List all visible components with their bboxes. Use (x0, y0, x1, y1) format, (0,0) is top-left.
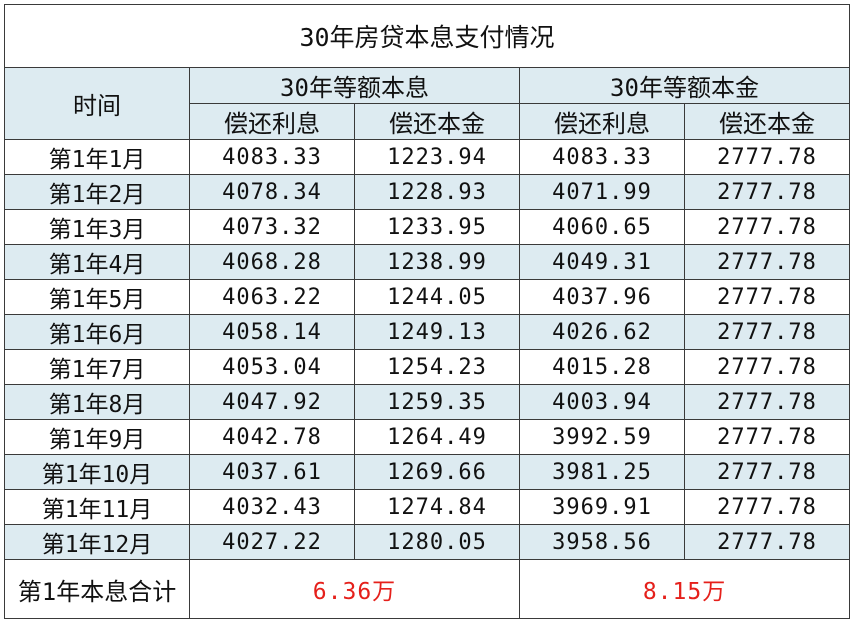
table-title: 30年房贷本息支付情况 (3, 4, 851, 68)
row-label: 第1年2月 (4, 174, 190, 210)
cell-interest-a: 4063.22 (189, 279, 355, 315)
cell-principal-b: 2777.78 (683, 209, 851, 245)
header-group-row: 时间 30年等额本息 30年等额本金 (4, 67, 851, 140)
header-interest-a: 偿还利息 (189, 103, 355, 140)
row-label: 第1年1月 (4, 139, 190, 175)
cell-interest-b: 3958.56 (519, 524, 685, 560)
total-equal-installment: 6.36万 (189, 559, 520, 619)
row-label: 第1年9月 (4, 419, 190, 455)
table-row: 第1年10月 4037.61 1269.66 3981.25 2777.78 (4, 454, 851, 490)
cell-principal-b: 2777.78 (683, 384, 851, 420)
row-label: 第1年5月 (4, 279, 190, 315)
cell-principal-a: 1254.23 (354, 349, 520, 385)
row-label: 第1年12月 (4, 524, 190, 560)
cell-principal-b: 2777.78 (683, 314, 851, 350)
cell-interest-a: 4078.34 (189, 174, 355, 210)
row-label: 第1年7月 (4, 349, 190, 385)
cell-interest-a: 4053.04 (189, 349, 355, 385)
table-row: 第1年4月 4068.28 1238.99 4049.31 2777.78 (4, 244, 851, 280)
header-principal-a: 偿还本金 (354, 103, 520, 140)
cell-interest-a: 4032.43 (189, 489, 355, 525)
header-group-equal-installment: 30年等额本息 (189, 67, 520, 104)
cell-principal-a: 1274.84 (354, 489, 520, 525)
table-row: 第1年11月 4032.43 1274.84 3969.91 2777.78 (4, 489, 851, 525)
table-row: 第1年8月 4047.92 1259.35 4003.94 2777.78 (4, 384, 851, 420)
header-group-equal-principal: 30年等额本金 (518, 67, 851, 104)
cell-interest-b: 4003.94 (519, 384, 685, 420)
table-row: 第1年9月 4042.78 1264.49 3992.59 2777.78 (4, 419, 851, 455)
table-row: 第1年6月 4058.14 1249.13 4026.62 2777.78 (4, 314, 851, 350)
cell-interest-a: 4058.14 (189, 314, 355, 350)
row-label: 第1年4月 (4, 244, 190, 280)
cell-interest-a: 4083.33 (189, 139, 355, 175)
cell-principal-b: 2777.78 (683, 174, 851, 210)
table-row: 第1年1月 4083.33 1223.94 4083.33 2777.78 (4, 139, 851, 175)
header-time: 时间 (4, 67, 190, 140)
cell-principal-a: 1264.49 (354, 419, 520, 455)
cell-interest-b: 4049.31 (519, 244, 685, 280)
cell-principal-b: 2777.78 (683, 524, 851, 560)
table-row: 第1年7月 4053.04 1254.23 4015.28 2777.78 (4, 349, 851, 385)
row-label: 第1年3月 (4, 209, 190, 245)
total-label: 第1年本息合计 (4, 559, 190, 619)
table-row: 第1年12月 4027.22 1280.05 3958.56 2777.78 (4, 524, 851, 560)
header-sub-row: 偿还利息 偿还本金 偿还利息 偿还本金 (5, 103, 851, 140)
cell-principal-a: 1228.93 (354, 174, 520, 210)
cell-principal-a: 1223.94 (354, 139, 520, 175)
header-interest-b: 偿还利息 (519, 103, 685, 140)
cell-interest-b: 3992.59 (519, 419, 685, 455)
row-label: 第1年8月 (4, 384, 190, 420)
cell-principal-a: 1249.13 (354, 314, 520, 350)
table-body: 30年房贷本息支付情况 时间 30年等额本息 30年等额本金 偿还利息 偿还本金… (3, 4, 851, 619)
table-row: 第1年5月 4063.22 1244.05 4037.96 2777.78 (4, 279, 851, 315)
row-label: 第1年6月 (4, 314, 190, 350)
loan-payment-table: 30年房贷本息支付情况 时间 30年等额本息 30年等额本金 偿还利息 偿还本金… (3, 4, 851, 619)
cell-principal-b: 2777.78 (683, 349, 851, 385)
header-principal-b: 偿还本金 (683, 103, 851, 140)
cell-principal-b: 2777.78 (683, 419, 851, 455)
cell-interest-b: 4083.33 (519, 139, 685, 175)
cell-interest-b: 3969.91 (519, 489, 685, 525)
cell-principal-b: 2777.78 (683, 279, 851, 315)
cell-interest-b: 4060.65 (519, 209, 685, 245)
table-row: 第1年2月 4078.34 1228.93 4071.99 2777.78 (4, 174, 851, 210)
cell-interest-b: 3981.25 (519, 454, 685, 490)
cell-interest-b: 4071.99 (519, 174, 685, 210)
title-row: 30年房贷本息支付情况 (3, 4, 851, 68)
cell-principal-a: 1233.95 (354, 209, 520, 245)
cell-interest-a: 4073.32 (189, 209, 355, 245)
cell-interest-a: 4027.22 (189, 524, 355, 560)
cell-principal-b: 2777.78 (683, 244, 851, 280)
cell-principal-b: 2777.78 (683, 139, 851, 175)
cell-principal-b: 2777.78 (683, 454, 851, 490)
cell-interest-a: 4037.61 (189, 454, 355, 490)
row-label: 第1年11月 (4, 489, 190, 525)
total-equal-principal: 8.15万 (518, 559, 851, 619)
cell-interest-a: 4068.28 (189, 244, 355, 280)
cell-principal-a: 1244.05 (354, 279, 520, 315)
total-row: 第1年本息合计 6.36万 8.15万 (4, 559, 851, 619)
cell-interest-b: 4026.62 (519, 314, 685, 350)
loan-table-sheet: 30年房贷本息支付情况 时间 30年等额本息 30年等额本金 偿还利息 偿还本金… (3, 4, 851, 619)
cell-interest-b: 4015.28 (519, 349, 685, 385)
cell-principal-a: 1238.99 (354, 244, 520, 280)
cell-interest-a: 4042.78 (189, 419, 355, 455)
table-row: 第1年3月 4073.32 1233.95 4060.65 2777.78 (4, 209, 851, 245)
cell-principal-a: 1280.05 (354, 524, 520, 560)
cell-interest-a: 4047.92 (189, 384, 355, 420)
cell-interest-b: 4037.96 (519, 279, 685, 315)
row-label: 第1年10月 (4, 454, 190, 490)
cell-principal-a: 1269.66 (354, 454, 520, 490)
cell-principal-a: 1259.35 (354, 384, 520, 420)
cell-principal-b: 2777.78 (683, 489, 851, 525)
